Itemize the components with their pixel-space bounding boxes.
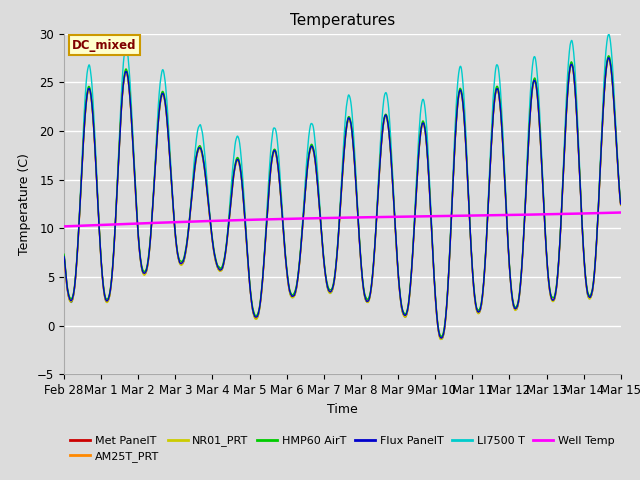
Y-axis label: Temperature (C): Temperature (C): [19, 153, 31, 255]
Text: DC_mixed: DC_mixed: [72, 39, 137, 52]
Legend: Met PanelT, AM25T_PRT, NR01_PRT, HMP60 AirT, Flux PanelT, LI7500 T, Well Temp: Met PanelT, AM25T_PRT, NR01_PRT, HMP60 A…: [66, 431, 619, 467]
Title: Temperatures: Temperatures: [290, 13, 395, 28]
X-axis label: Time: Time: [327, 403, 358, 416]
